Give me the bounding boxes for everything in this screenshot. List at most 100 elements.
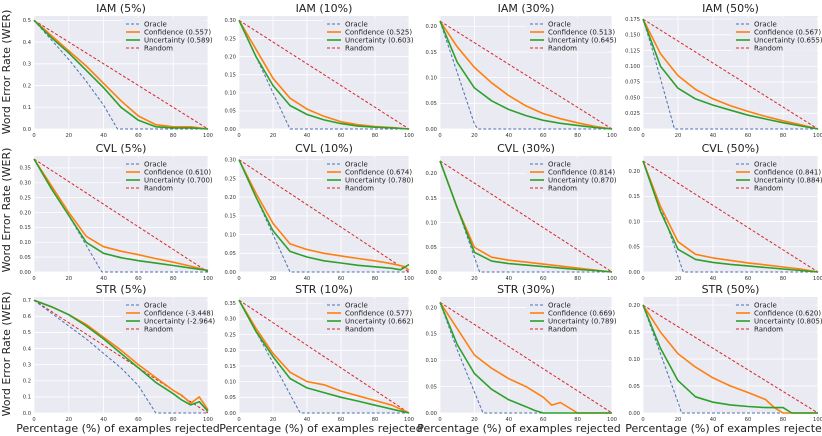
legend-entry-random: Random: [144, 325, 173, 333]
y-tick-label: 0.00: [19, 270, 31, 276]
y-tick-label: 0.100: [625, 64, 640, 70]
y-tick-label: 0.6: [23, 314, 31, 320]
legend-entry-confidence: Confidence (0.620): [754, 309, 821, 317]
legend-entry-random: Random: [754, 44, 783, 52]
series-line-random: [642, 160, 819, 273]
x-tick-label: 0: [641, 133, 644, 139]
x-tick-label: 40: [304, 276, 311, 282]
y-tick-label: 0.20: [425, 305, 437, 311]
y-tick-label: 0.00: [224, 270, 236, 276]
y-tick-label: 0.15: [425, 332, 437, 338]
y-tick-label: 0.25: [224, 36, 236, 42]
y-tick-label: 0.075: [625, 80, 640, 86]
x-tick-label: 0: [641, 417, 644, 423]
legend-entry-oracle: Oracle: [754, 160, 777, 168]
legend-entry-confidence: Confidence (0.567): [754, 28, 821, 36]
series-line-random: [33, 19, 209, 130]
legend-entry-oracle: Oracle: [548, 301, 571, 309]
x-tick-label: 100: [203, 133, 213, 139]
x-tick-label: 0: [237, 276, 240, 282]
x-tick-label: 40: [710, 276, 717, 282]
legend-entry-uncertainty: Uncertainty (0.645): [548, 36, 617, 44]
legend-entry-random: Random: [345, 184, 374, 192]
y-tick-label: 0.15: [425, 50, 437, 56]
x-tick-label: 40: [505, 417, 512, 423]
x-tick-label: 100: [404, 133, 414, 139]
series-line-uncertainty: [642, 160, 819, 273]
legend-entry-confidence: Confidence (0.814): [548, 168, 615, 176]
legend-entry-oracle: Oracle: [144, 20, 167, 28]
x-tick-label: 100: [404, 276, 414, 282]
legend-entry-confidence: Confidence (0.557): [144, 28, 211, 36]
y-axis-label-row-1: Word Error Rate (WER): [0, 10, 13, 135]
legend-entry-uncertainty: Uncertainty (0.780): [345, 176, 414, 184]
panel-7: 0 20 40 60 80 100 0.00 0.05 0.10 0.15 0.20 CVL (30%…: [425, 142, 617, 282]
y-tick-label: 0.20: [425, 24, 437, 30]
y-tick-label: 0.00: [628, 270, 640, 276]
series-line-uncertainty: [642, 304, 818, 414]
x-axis-label-col-1: Percentage (%) of examples rejected: [16, 422, 220, 435]
y-tick-label: 0.25: [19, 195, 31, 201]
y-tick-label: 0.20: [628, 303, 640, 309]
y-tick-label: 0.10: [628, 357, 640, 363]
x-tick-label: 60: [338, 276, 345, 282]
panels-group: 0 20 40 60 80 100 0.0 0.1 0.2 0.3 0.4 0.5 IAM (5%) Or…: [19, 2, 822, 423]
x-tick-label: 80: [372, 417, 379, 423]
legend-entry-uncertainty: Uncertainty (0.655): [754, 36, 822, 44]
panel-title: STR (50%): [702, 283, 760, 296]
y-tick-label: 0.050: [625, 95, 640, 101]
panel-1: 0 20 40 60 80 100 0.0 0.1 0.2 0.3 0.4 0.5 IAM (5%) Or…: [23, 2, 213, 139]
legend-entry-random: Random: [754, 325, 783, 333]
series-line-random: [642, 18, 819, 130]
x-axis-label-col-2: Percentage (%) of examples rejected: [219, 422, 423, 435]
legend-entry-random: Random: [144, 184, 173, 192]
x-tick-label: 20: [65, 417, 72, 423]
y-tick-label: 0.10: [224, 232, 236, 238]
panel-title: IAM (30%): [498, 2, 555, 15]
series-line-random: [33, 158, 209, 273]
x-tick-label: 0: [32, 276, 35, 282]
series-line-confidence: [642, 304, 818, 414]
x-tick-label: 80: [780, 276, 787, 282]
y-tick-label: 0.05: [628, 384, 640, 390]
y-tick-label: 0.4: [23, 346, 32, 352]
x-tick-label: 100: [607, 417, 617, 423]
legend-entry-confidence: Confidence (0.513): [548, 28, 615, 36]
legend-entry-random: Random: [345, 325, 374, 333]
y-tick-label: 0.05: [224, 251, 236, 257]
legend-entry-uncertainty: Uncertainty (0.589): [144, 36, 213, 44]
y-tick-label: 0.1: [23, 395, 31, 401]
y-tick-label: 0.0: [23, 411, 31, 417]
y-tick-label: 0.3: [23, 362, 31, 368]
x-tick-label: 100: [404, 417, 414, 423]
x-tick-label: 20: [471, 133, 478, 139]
y-tick-label: 0.00: [224, 127, 236, 133]
legend-entry-uncertainty: Uncertainty (0.603): [345, 36, 414, 44]
legend-entry-oracle: Oracle: [345, 160, 368, 168]
x-tick-label: 80: [574, 133, 581, 139]
x-tick-label: 40: [505, 276, 512, 282]
x-tick-label: 60: [135, 276, 142, 282]
x-tick-label: 40: [710, 417, 717, 423]
y-tick-label: 0.0: [23, 127, 31, 133]
x-tick-label: 100: [813, 276, 822, 282]
y-tick-label: 0.05: [425, 101, 437, 107]
y-tick-label: 0.125: [625, 48, 640, 54]
x-tick-label: 80: [170, 417, 177, 423]
y-tick-label: 0.2: [23, 83, 31, 89]
panel-3: 0 20 40 60 80 100 0.00 0.05 0.10 0.15 0.20 IAM (30%…: [425, 2, 617, 139]
x-tick-label: 40: [100, 417, 107, 423]
legend-box: [323, 299, 407, 333]
x-tick-label: 100: [813, 417, 822, 423]
y-tick-label: 0.15: [425, 196, 437, 202]
y-tick-label: 0.00: [425, 127, 437, 133]
legend-entry-oracle: Oracle: [345, 20, 368, 28]
y-axis-label-row-2: Word Error Rate (WER): [0, 148, 13, 273]
x-tick-label: 100: [607, 133, 617, 139]
legend-entry-uncertainty: Uncertainty (0.870): [548, 176, 617, 184]
legend-box: [323, 158, 407, 192]
legend-box: [122, 158, 206, 192]
y-tick-label: 0.00: [628, 411, 640, 417]
x-tick-label: 0: [438, 417, 441, 423]
